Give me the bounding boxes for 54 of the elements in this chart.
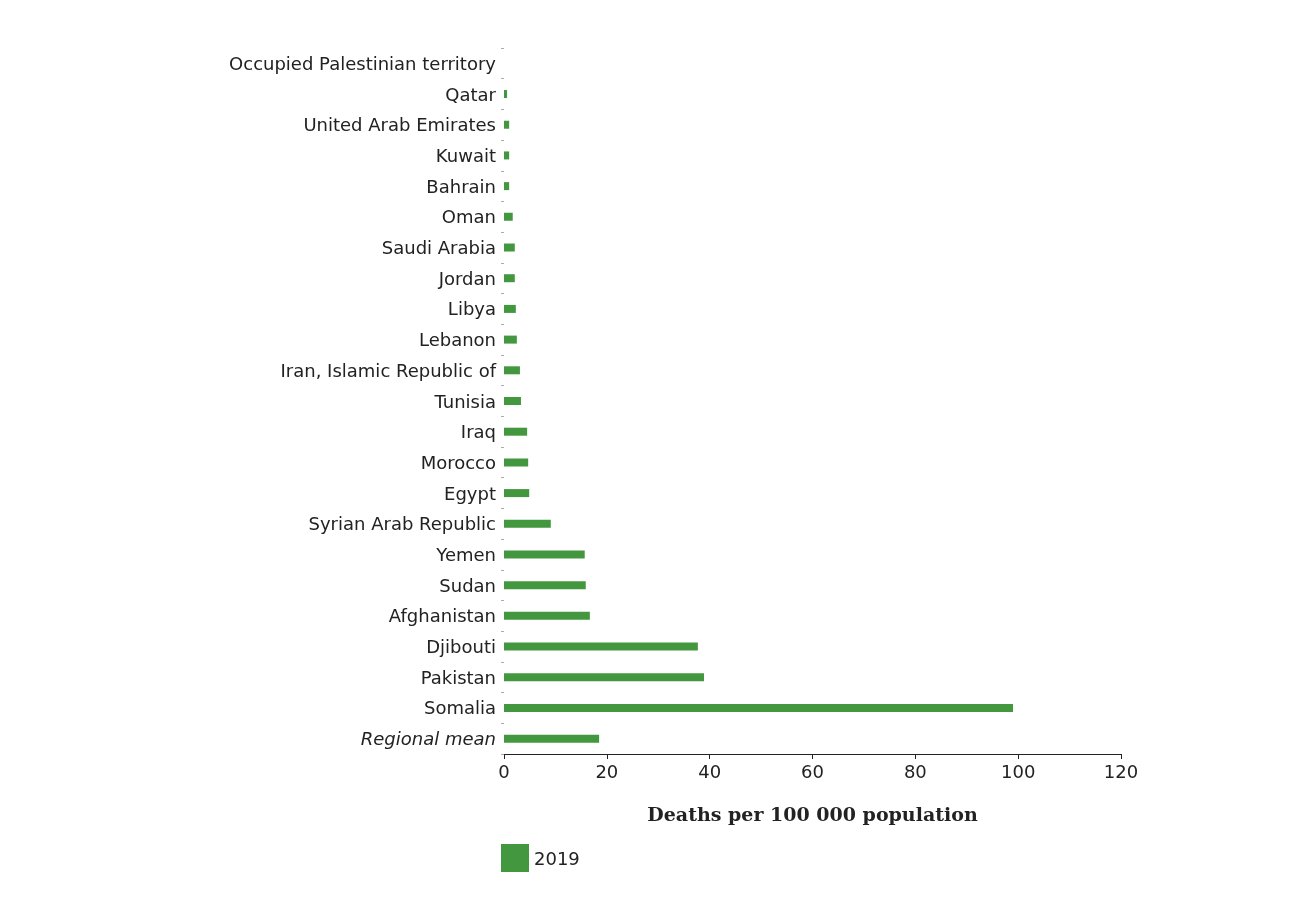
y-tick-label: Morocco	[420, 451, 496, 473]
y-tick-label: Tunisia	[433, 390, 496, 412]
bar	[504, 274, 515, 283]
y-tick-label: Yemen	[435, 543, 496, 565]
x-axis-title: Deaths per 100 000 population	[647, 802, 978, 825]
bar	[504, 519, 551, 528]
y-tick-label: Oman	[441, 206, 496, 228]
x-tick-label: 0	[498, 760, 510, 782]
y-tick-label: Qatar	[445, 83, 497, 105]
x-tick-label: 100	[1000, 760, 1036, 782]
x-tick-label: 40	[698, 760, 722, 782]
bar	[504, 151, 510, 160]
bar	[504, 489, 530, 498]
bar	[504, 90, 508, 99]
bar	[504, 673, 705, 682]
bar	[504, 212, 513, 221]
y-tick-label: Syrian Arab Republic	[308, 513, 496, 535]
y-tick-label: Libya	[447, 298, 496, 320]
y-tick-label: Iran, Islamic Republic of	[280, 359, 497, 381]
y-tick-label: Jordan	[437, 267, 496, 289]
bar	[504, 335, 517, 344]
bar	[504, 703, 1014, 712]
bar	[504, 642, 698, 651]
y-tick-label: Pakistan	[420, 666, 496, 688]
y-tick-label: United Arab Emirates	[303, 114, 496, 136]
y-tick-label: Kuwait	[435, 144, 496, 166]
bar	[504, 243, 515, 252]
y-tick-label: Afghanistan	[388, 605, 496, 627]
y-tick-label: Djibouti	[426, 636, 496, 658]
y-tick-label: Regional mean	[360, 728, 496, 750]
y-tick-label: Occupied Palestinian territory	[229, 52, 497, 74]
x-tick-label: 20	[595, 760, 619, 782]
bar	[504, 458, 529, 467]
y-tick-label: Somalia	[423, 697, 496, 719]
x-tick-label: 80	[903, 760, 927, 782]
bar	[504, 182, 510, 191]
bar	[504, 397, 521, 405]
y-tick-label: Egypt	[444, 482, 496, 504]
y-tick-label: Iraq	[460, 421, 496, 443]
y-tick-label: Lebanon	[418, 329, 496, 351]
legend-label: 2019	[534, 847, 580, 869]
bar	[504, 304, 516, 313]
y-tick-label: Bahrain	[426, 175, 496, 197]
bar	[504, 120, 510, 129]
bar	[504, 581, 586, 590]
bar	[504, 611, 590, 620]
y-tick-label: Sudan	[439, 574, 496, 596]
bar	[504, 550, 585, 559]
bar	[504, 734, 600, 743]
bar	[504, 427, 528, 436]
bar	[504, 366, 520, 375]
x-tick-label: 60	[801, 760, 824, 782]
x-tick-label: 120	[1103, 760, 1139, 782]
y-tick-label: Saudi Arabia	[381, 237, 496, 259]
